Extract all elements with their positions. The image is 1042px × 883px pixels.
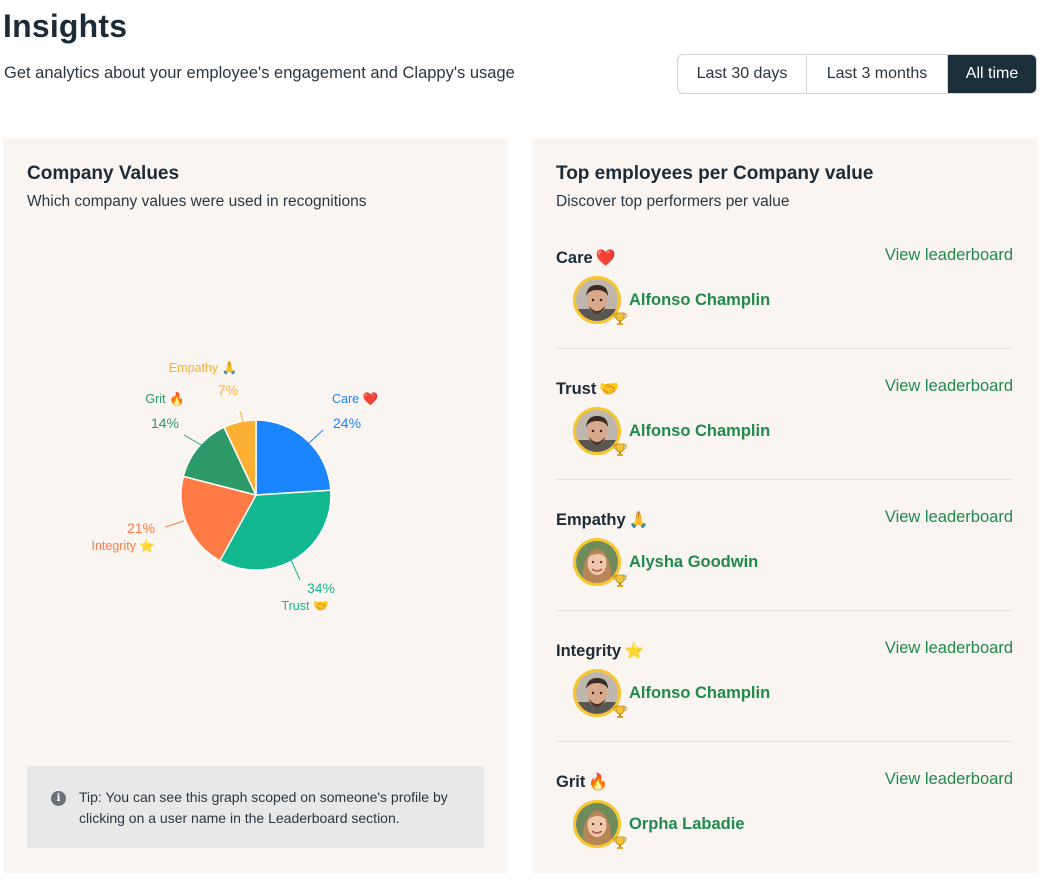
pie-slice-2 [180, 475, 258, 562]
view-leaderboard-link[interactable]: View leaderboard [884, 246, 1013, 264]
pie-leader-line-2 [164, 520, 185, 528]
pie-percent-label-1: 34% [307, 580, 335, 596]
pie-category-label-3: Grit 🔥 [145, 391, 184, 406]
pie-percent-label-4: 7% [218, 382, 238, 398]
avatar[interactable] [573, 276, 627, 325]
top-employee: Alfonso Champlin [573, 407, 771, 456]
pie-category-label-4: Empathy 🙏 [169, 361, 237, 375]
date-range-toggle: Last 30 days Last 3 months All time [677, 54, 1037, 94]
value-row-grit: Grit 🔥 View leaderboard Orpha Labadie [556, 762, 1013, 883]
trophy-icon [613, 574, 627, 587]
value-label: Integrity [556, 642, 622, 660]
employee-name[interactable]: Alfonso Champlin [629, 290, 771, 309]
row-divider [556, 479, 1013, 480]
value-row-care: Care ❤️ View leaderboard Alfonso Champlin [556, 238, 1013, 369]
top-employees-card: Top employees per Company value Discover… [532, 138, 1037, 873]
company-values-card: 24% Care ❤️ 34% Trust 🤝 21% Integrity ⭐ 14% Gri… [3, 138, 508, 873]
range-last-30-days[interactable]: Last 30 days [678, 55, 807, 93]
view-leaderboard-link[interactable]: View leaderboard [884, 639, 1013, 657]
pie-leader-line-4 [239, 410, 244, 423]
avatar-photo [576, 410, 618, 452]
top-employee: Alfonso Champlin [573, 276, 771, 325]
employee-name[interactable]: Alfonso Champlin [629, 683, 771, 702]
trophy-icon [613, 705, 627, 718]
avatar-photo [576, 803, 618, 845]
page-subtitle: Get analytics about your employee's enga… [4, 64, 515, 82]
avatar-photo [576, 279, 618, 321]
company-values-title: Company Values [27, 163, 180, 184]
pie-leader-line-1 [290, 559, 301, 581]
pie-leader-line-3 [183, 434, 204, 447]
avatar-photo [576, 541, 618, 583]
value-label: Empathy [556, 511, 626, 529]
row-divider [556, 741, 1013, 742]
pie-category-label-1: Trust 🤝 [281, 599, 328, 613]
value-row-trust: Trust 🤝 View leaderboard Alfonso Champlin [556, 369, 1013, 500]
page-title: Insights [3, 8, 128, 44]
top-employees-title: Top employees per Company value [556, 163, 874, 184]
range-all-time[interactable]: All time [948, 55, 1036, 93]
info-icon: i [51, 791, 66, 806]
value-emoji-icon: 🔥 [588, 772, 609, 791]
value-name: Grit 🔥 [556, 772, 608, 792]
trophy-icon [613, 836, 627, 849]
pie-percent-label-2: 21% [127, 520, 155, 536]
range-last-3-months[interactable]: Last 3 months [807, 55, 948, 93]
top-employee: Orpha Labadie [573, 800, 745, 849]
top-employee: Alysha Goodwin [573, 538, 759, 587]
view-leaderboard-link[interactable]: View leaderboard [884, 770, 1013, 788]
value-row-integrity: Integrity ⭐ View leaderboard Alfonso Cham… [556, 631, 1013, 762]
value-emoji-icon: 🤝 [599, 379, 620, 398]
pie-percent-label-0: 24% [333, 415, 361, 431]
value-row-empathy: Empathy 🙏 View leaderboard Alysha Goodwin [556, 500, 1013, 631]
row-divider [556, 348, 1013, 349]
top-employee: Alfonso Champlin [573, 669, 771, 718]
value-name: Empathy 🙏 [556, 510, 649, 530]
trophy-icon [613, 312, 627, 325]
pie-category-label-0: Care ❤️ [332, 392, 379, 406]
pie-percent-label-3: 14% [151, 415, 179, 431]
pie-slice-4 [223, 419, 257, 496]
employee-name[interactable]: Alysha Goodwin [629, 552, 759, 571]
company-values-pie-chart: 24% Care ❤️ 34% Trust 🤝 21% Integrity ⭐ 14% Gri… [91, 361, 379, 613]
view-leaderboard-link[interactable]: View leaderboard [884, 508, 1013, 526]
tip-text: Tip: You can see this graph scoped on so… [79, 789, 448, 826]
value-emoji-icon: ❤️ [595, 248, 616, 267]
avatar-photo [576, 672, 618, 714]
avatar[interactable] [573, 538, 627, 587]
top-employees-subtitle: Discover top performers per value [556, 193, 790, 210]
value-label: Grit [556, 773, 586, 791]
employee-name[interactable]: Orpha Labadie [629, 814, 745, 833]
pie-slice-3 [182, 426, 258, 497]
trophy-icon [613, 443, 627, 456]
pie-slice-0 [255, 419, 332, 496]
avatar[interactable] [573, 800, 627, 849]
value-label: Care [556, 249, 593, 267]
employee-name[interactable]: Alfonso Champlin [629, 421, 771, 440]
company-values-subtitle: Which company values were used in recogn… [27, 193, 367, 210]
value-emoji-icon: 🙏 [628, 510, 649, 529]
pie-category-label-2: Integrity ⭐ [91, 538, 155, 553]
row-divider [556, 610, 1013, 611]
view-leaderboard-link[interactable]: View leaderboard [884, 377, 1013, 395]
value-label: Trust [556, 380, 597, 398]
value-name: Trust 🤝 [556, 379, 619, 399]
avatar[interactable] [573, 669, 627, 718]
avatar[interactable] [573, 407, 627, 456]
tip-box: i Tip: You can see this graph scoped on … [27, 766, 484, 848]
value-name: Integrity ⭐ [556, 641, 644, 661]
value-name: Care ❤️ [556, 248, 616, 268]
pie-leader-line-0 [308, 429, 324, 444]
value-emoji-icon: ⭐ [624, 641, 645, 660]
